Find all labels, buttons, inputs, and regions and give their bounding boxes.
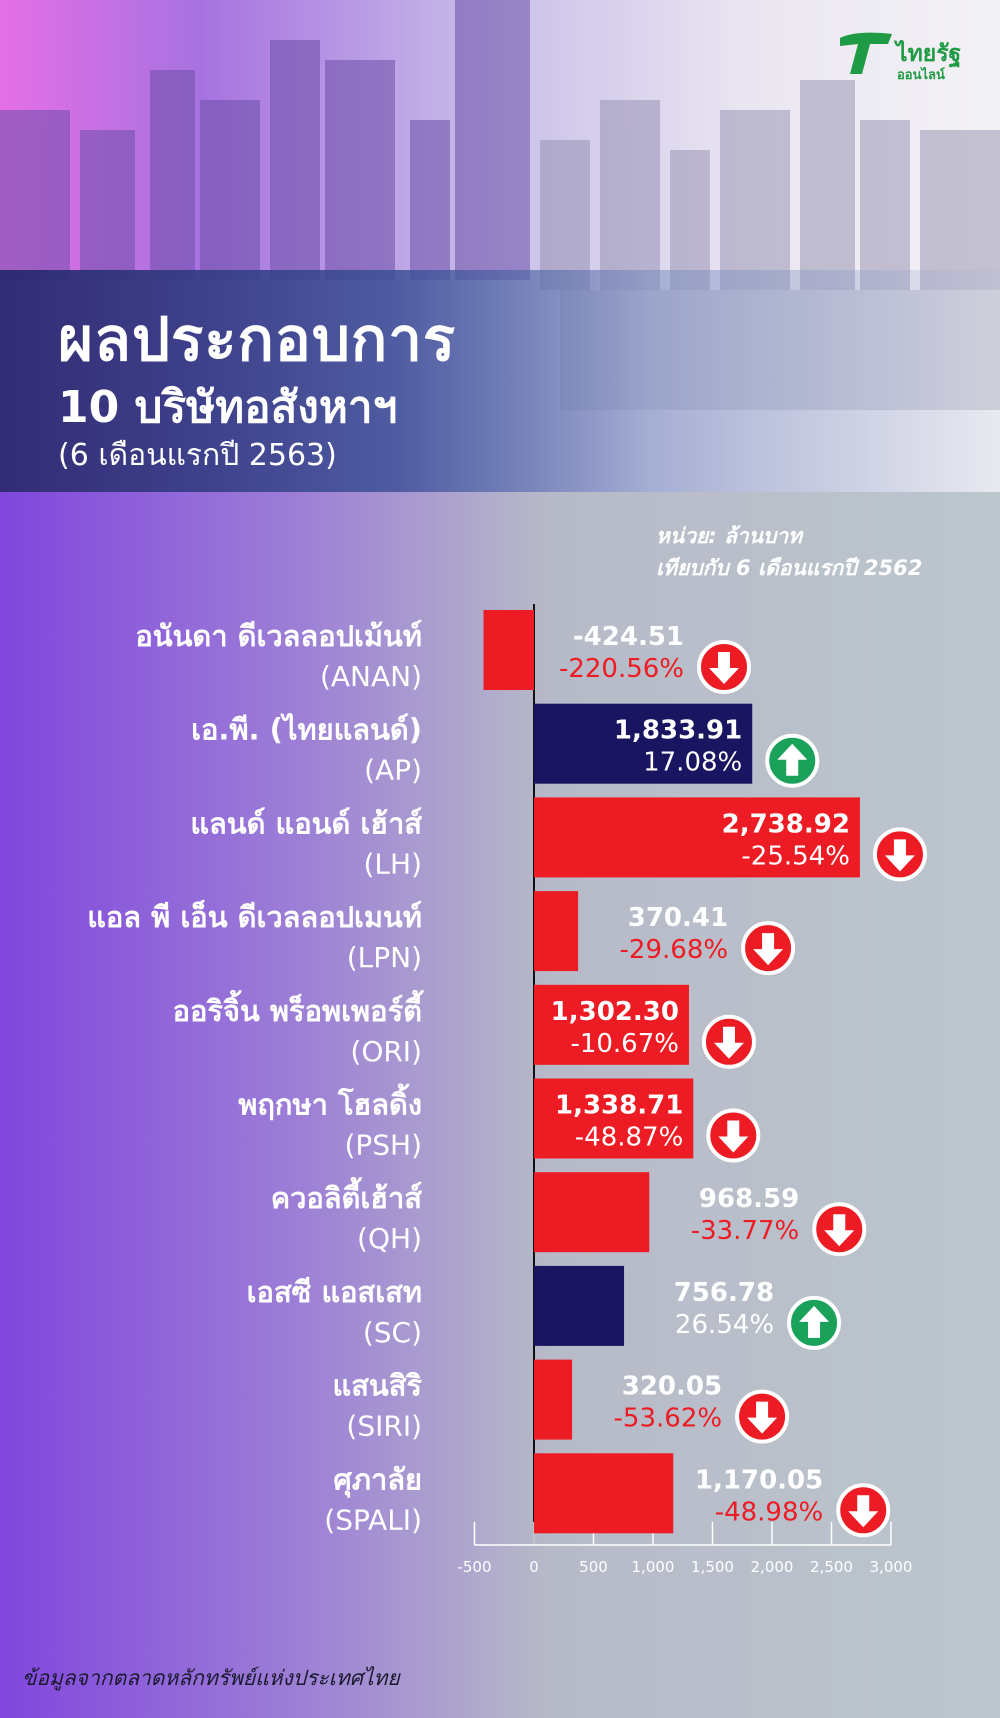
- x-tick-label: 2,000: [751, 1558, 794, 1576]
- bar-anan: [483, 610, 534, 690]
- compare-note: เทียบกับ 6 เดือนแรกปี 2562: [656, 556, 923, 580]
- bar-psh: [534, 1078, 694, 1159]
- company-code: (LH): [363, 847, 422, 880]
- value-label: 968.59: [699, 1184, 799, 1214]
- title-band: [0, 270, 1000, 492]
- change-label: 17.08%: [643, 748, 742, 778]
- change-label: -25.54%: [741, 841, 850, 871]
- company-code: (SPALI): [324, 1503, 422, 1536]
- company-code: (LPN): [347, 941, 422, 974]
- down-arrow-icon: [735, 1389, 790, 1444]
- bar-ap: [534, 703, 753, 784]
- page-period: (6 เดือนแรกปี 2563): [58, 438, 337, 473]
- value-label: -424.51: [573, 622, 684, 652]
- bar-sc: [534, 1265, 625, 1346]
- down-arrow-icon: [812, 1202, 867, 1257]
- bar-spali: [534, 1453, 674, 1534]
- company-code: (AP): [364, 754, 422, 787]
- change-label: -48.98%: [715, 1497, 824, 1527]
- bar-lh: [534, 797, 860, 878]
- x-tick-label: 0: [529, 1558, 539, 1576]
- company-name: ศุภาลัย: [333, 1462, 422, 1497]
- page-title: ผลประกอบการ: [58, 305, 457, 375]
- x-tick-label: -500: [457, 1558, 491, 1576]
- value-label: 1,833.91: [614, 716, 742, 746]
- company-code: (PSH): [344, 1129, 422, 1162]
- x-tick-label: 500: [579, 1558, 608, 1576]
- down-arrow-icon: [706, 1108, 761, 1163]
- company-code: (QH): [357, 1222, 422, 1255]
- down-arrow-icon: [697, 640, 751, 694]
- company-name: แอล พี เอ็น ดีเวลลอปเมนท์: [87, 899, 422, 934]
- value-label: 370.41: [628, 903, 728, 933]
- company-name: เอ.พี. (ไทยแลนด์): [191, 713, 422, 747]
- x-tick-label: 1,500: [691, 1558, 734, 1576]
- data-source: ข้อมูลจากตลาดหลักทรัพย์แห่งประเทศไทย: [22, 1666, 400, 1690]
- company-name: ควอลิตี้เฮ้าส์: [271, 1176, 423, 1215]
- value-label: 756.78: [674, 1278, 774, 1308]
- change-label: 26.54%: [675, 1310, 774, 1340]
- company-code: (ORI): [350, 1035, 422, 1068]
- up-arrow-icon: [787, 1295, 842, 1350]
- change-label: -48.87%: [575, 1123, 684, 1153]
- brand-sub: ออนไลน์: [897, 68, 945, 83]
- page-subtitle: 10 บริษัทอสังหาฯ: [58, 382, 398, 433]
- change-label: -53.62%: [614, 1404, 723, 1434]
- down-arrow-icon: [872, 827, 927, 882]
- value-label: 1,338.71: [555, 1091, 683, 1121]
- company-code: (ANAN): [320, 660, 422, 693]
- company-name: อนันดา ดีเวลลอปเม้นท์: [135, 619, 422, 653]
- value-label: 1,302.30: [551, 997, 679, 1027]
- value-label: 1,170.05: [695, 1465, 823, 1495]
- up-arrow-icon: [765, 733, 820, 788]
- thairath-logo-icon: [840, 32, 892, 74]
- bar-qh: [534, 1172, 650, 1253]
- change-label: -29.68%: [620, 935, 729, 965]
- company-name: เอสซี แอสเสท: [247, 1275, 422, 1309]
- change-label: -220.56%: [559, 654, 684, 684]
- down-arrow-icon: [836, 1483, 891, 1538]
- company-code: (SC): [363, 1316, 422, 1349]
- down-arrow-icon: [701, 1014, 756, 1069]
- company-name: แลนด์ แอนด์ เฮ้าส์: [190, 806, 422, 840]
- company-name: พฤกษา โฮลดิ้ง: [238, 1083, 422, 1122]
- change-label: -10.67%: [570, 1029, 679, 1059]
- company-name: ออริจิ้น พร็อพเพอร์ตี้: [173, 989, 425, 1028]
- unit-note: หน่วย: ล้านบาท: [656, 524, 802, 548]
- bar-siri: [534, 1359, 573, 1440]
- x-tick-label: 2,500: [810, 1558, 853, 1576]
- x-tick-label: 3,000: [870, 1558, 913, 1576]
- company-code: (SIRI): [346, 1410, 422, 1443]
- value-label: 320.05: [622, 1372, 722, 1402]
- value-label: 2,738.92: [722, 809, 850, 839]
- bar-lpn: [534, 891, 579, 972]
- brand-name: ไทยรัฐ: [896, 41, 962, 67]
- change-label: -33.77%: [691, 1216, 800, 1246]
- down-arrow-icon: [741, 921, 796, 976]
- bar-ori: [534, 984, 689, 1065]
- x-tick-label: 1,000: [632, 1558, 675, 1576]
- company-name: แสนสิริ: [333, 1369, 423, 1403]
